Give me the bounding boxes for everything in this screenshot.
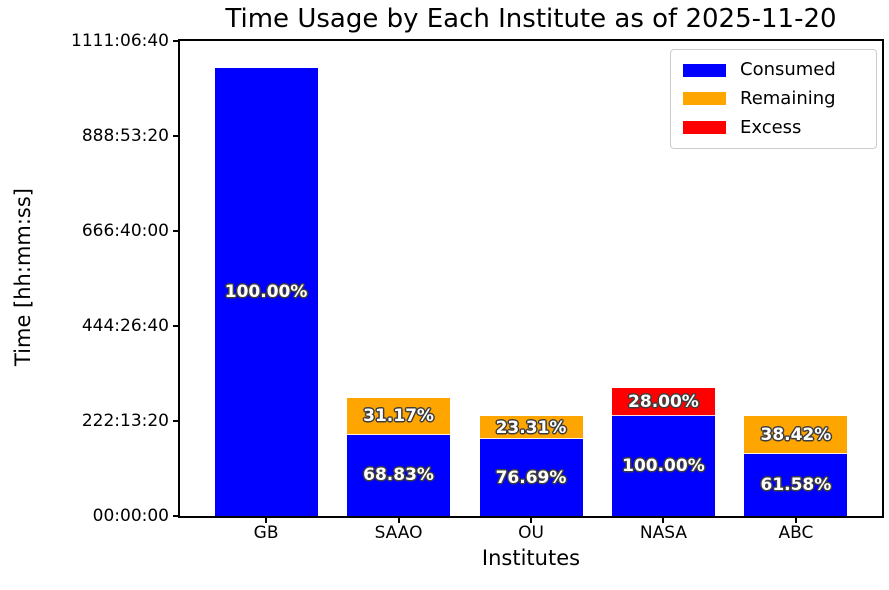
legend-swatch-remaining	[683, 92, 726, 106]
x-tick-mark	[662, 516, 665, 523]
x-tick-mark	[794, 516, 797, 523]
bar-segment-consumed-gb	[214, 68, 318, 516]
bar-label-consumed-abc: 61.58%	[760, 475, 832, 496]
x-tick-mark	[530, 516, 532, 523]
y-tick-mark	[173, 515, 180, 517]
bar-label-excess-nasa: 28.00%	[628, 391, 699, 412]
x-tick-label: NASA	[639, 523, 687, 543]
legend-entry-remaining: Remaining	[683, 87, 864, 109]
x-tick-mark	[265, 516, 268, 523]
legend-label: Consumed	[740, 59, 836, 81]
bar-label-remaining-ou: 23.31%	[495, 417, 567, 438]
legend: Consumed Remaining Excess	[670, 49, 877, 149]
legend-entry-excess: Excess	[683, 116, 864, 138]
y-tick-label: 1111:06:40	[71, 31, 169, 51]
bar-segment-consumed-nasa	[611, 415, 715, 516]
bar-segment-remaining-abc	[744, 415, 848, 455]
x-tick-label: OU	[518, 523, 544, 543]
legend-swatch-consumed	[683, 63, 726, 77]
bar-segment-consumed-saao	[347, 434, 451, 516]
y-tick-mark	[173, 230, 180, 232]
y-axis-label: Time [hh:mm:ss]	[11, 187, 35, 367]
x-tick-label: ABC	[778, 523, 814, 543]
y-tick-mark	[173, 420, 180, 422]
legend-label: Remaining	[740, 87, 836, 109]
legend-swatch-excess	[683, 121, 726, 135]
bar-segment-remaining-ou	[479, 415, 583, 440]
bar-label-remaining-saao: 31.17%	[363, 406, 434, 427]
bar-segment-excess-nasa	[611, 387, 715, 416]
y-tick-label: 888:53:20	[81, 126, 169, 146]
x-tick-label: GB	[253, 523, 279, 543]
y-tick-mark	[173, 325, 180, 327]
y-tick-label: 00:00:00	[92, 506, 169, 526]
y-tick-mark	[173, 40, 180, 42]
bar-segment-consumed-ou	[479, 439, 583, 516]
bar-label-consumed-ou: 76.69%	[495, 467, 567, 488]
legend-label: Excess	[740, 116, 802, 138]
y-tick-label: 222:13:20	[81, 411, 169, 431]
bar-label-remaining-abc: 38.42%	[760, 424, 832, 445]
x-axis-label: Institutes	[481, 546, 581, 570]
bar-label-consumed-saao: 68.83%	[363, 465, 434, 486]
bar-segment-consumed-abc	[744, 454, 848, 516]
bar-segment-remaining-saao	[347, 398, 451, 435]
x-tick-label: SAAO	[374, 523, 423, 543]
y-tick-mark	[173, 135, 180, 137]
bar-label-consumed-gb: 100.00%	[224, 282, 308, 303]
legend-entry-consumed: Consumed	[683, 60, 864, 80]
y-tick-label: 666:40:00	[81, 221, 169, 241]
x-tick-mark	[397, 516, 400, 523]
chart-title: Time Usage by Each Institute as of 2025-…	[225, 4, 837, 34]
bar-label-consumed-nasa: 100.00%	[622, 455, 705, 476]
y-tick-label: 444:26:40	[81, 316, 169, 336]
